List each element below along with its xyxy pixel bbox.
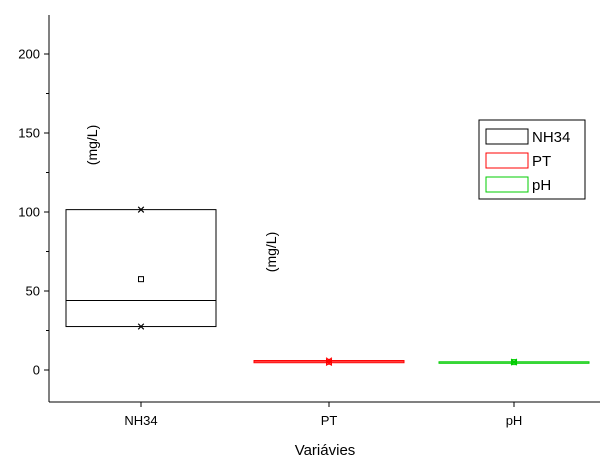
box-mean-marker (138, 276, 144, 283)
x-ticks: NH34 PT pH (124, 402, 522, 428)
box-pt (253, 357, 405, 366)
legend-label-nh34: NH34 (532, 129, 570, 146)
boxes (65, 206, 590, 366)
box-min-marker (137, 323, 145, 330)
box-max-marker (325, 357, 333, 364)
y-tick-label: 50 (26, 284, 40, 299)
y-ticks: 0 50 100 150 200 (18, 47, 49, 378)
y-tick-label: 200 (18, 47, 40, 62)
legend: NH34 PT pH (478, 119, 586, 200)
x-tick-label: NH34 (124, 413, 157, 428)
box-nh34 (65, 206, 217, 330)
x-tick-label: pH (506, 413, 523, 428)
x-tick-label: PT (321, 413, 338, 428)
y-tick-label: 100 (18, 205, 40, 220)
box-body (65, 209, 217, 328)
box-min-marker (510, 359, 518, 366)
legend-label-ph: pH (532, 177, 551, 194)
x-axis-title: Variávies (295, 442, 356, 459)
box-ph (438, 358, 590, 366)
legend-swatch-ph (485, 176, 529, 193)
y-tick-label: 150 (18, 126, 40, 141)
box-max-marker (137, 206, 145, 213)
unit-annotation-2: (mg/L) (263, 232, 279, 272)
box-min-marker (325, 359, 333, 366)
legend-swatch-nh34 (485, 128, 529, 145)
unit-annotation-1: (mg/L) (84, 125, 100, 165)
legend-label-pt: PT (532, 153, 551, 170)
box-mean-marker (326, 358, 332, 365)
legend-swatch-pt (485, 152, 529, 169)
box-mean-marker (511, 359, 517, 366)
y-tick-label: 0 (33, 363, 40, 378)
axes (48, 15, 600, 403)
